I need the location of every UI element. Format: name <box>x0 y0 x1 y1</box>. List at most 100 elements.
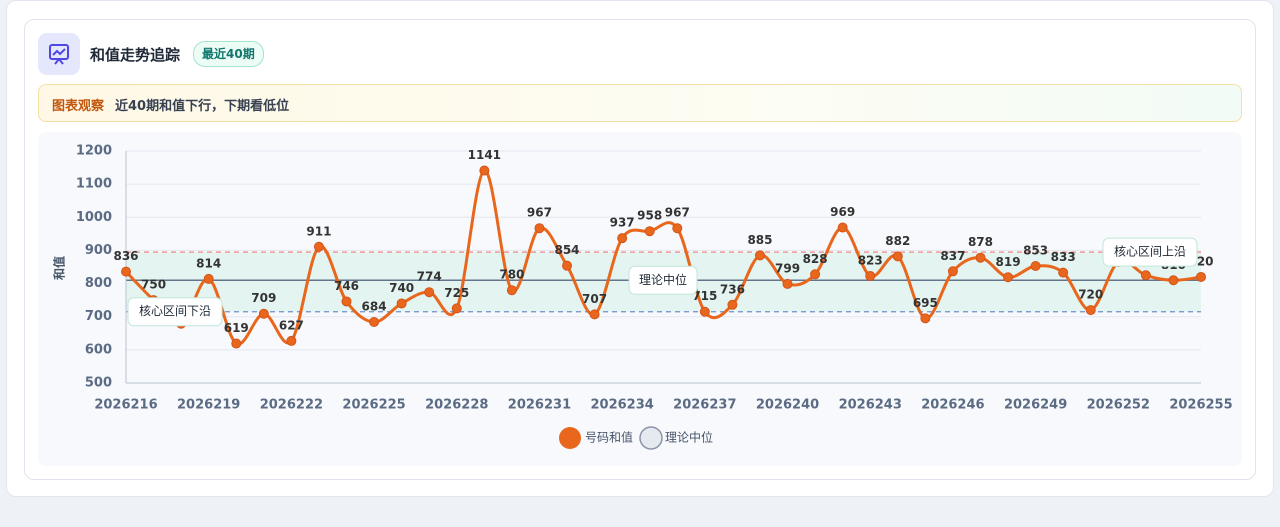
data-label: 750 <box>141 278 166 292</box>
data-point <box>313 241 324 252</box>
y-tick-label: 500 <box>85 376 112 391</box>
x-tick-label: 2026237 <box>673 398 736 413</box>
data-label: 854 <box>554 243 579 257</box>
data-point <box>727 299 738 310</box>
data-label: 833 <box>1051 250 1076 264</box>
data-point <box>369 317 380 328</box>
data-label: 746 <box>334 279 359 293</box>
x-tick-label: 2026243 <box>839 398 902 413</box>
data-label: 958 <box>637 209 662 223</box>
data-label: 911 <box>306 224 331 238</box>
data-point <box>1168 275 1179 286</box>
x-tick-label: 2026216 <box>94 398 157 413</box>
x-tick-label: 2026246 <box>921 398 984 413</box>
data-label: 695 <box>913 296 938 310</box>
data-point <box>617 233 628 244</box>
x-tick-label: 2026252 <box>1087 398 1150 413</box>
y-tick-label: 800 <box>85 276 112 291</box>
data-point <box>810 269 821 280</box>
insight-text: 近40期和值下行，下期看低位 <box>115 99 290 114</box>
data-point <box>837 222 848 233</box>
data-point <box>672 223 683 234</box>
y-tick-label: 600 <box>85 342 112 357</box>
data-label: 715 <box>692 289 717 303</box>
y-tick-label: 700 <box>85 309 112 324</box>
x-tick-label: 2026222 <box>260 398 323 413</box>
data-label: 709 <box>251 291 276 305</box>
reference-label: 理论中位 <box>639 272 687 287</box>
data-label: 814 <box>196 256 221 270</box>
x-tick-label: 2026219 <box>177 398 240 413</box>
data-point <box>1030 261 1041 272</box>
data-label: 836 <box>113 249 138 263</box>
data-point <box>451 303 462 314</box>
data-point <box>231 338 242 349</box>
data-label: 823 <box>858 253 883 267</box>
data-point <box>424 287 435 298</box>
data-point <box>644 226 655 237</box>
data-label: 878 <box>968 235 993 249</box>
data-point <box>258 308 269 319</box>
data-point <box>506 285 517 296</box>
data-point <box>121 266 131 277</box>
data-point <box>699 306 710 317</box>
data-label: 707 <box>582 292 607 306</box>
x-tick-label: 2026225 <box>342 398 405 413</box>
legend-swatch <box>559 427 581 449</box>
reference-tag <box>127 297 223 327</box>
data-label: 1141 <box>468 148 501 162</box>
reference-label: 核心区间下沿 <box>139 304 211 318</box>
data-label: 828 <box>803 252 828 266</box>
data-point <box>1196 271 1206 282</box>
data-point <box>1085 305 1096 316</box>
data-point <box>920 313 931 324</box>
x-tick-label: 2026228 <box>425 398 488 413</box>
x-tick-label: 2026234 <box>590 398 653 413</box>
insight-bar: 图表观察 近40期和值下行，下期看低位 <box>38 84 1242 122</box>
y-tick-label: 1100 <box>76 177 112 192</box>
data-point <box>341 296 352 307</box>
period-badge: 最近40期 <box>193 41 264 67</box>
data-label: 853 <box>1023 244 1048 258</box>
data-label: 720 <box>1078 288 1103 302</box>
data-point <box>1058 267 1069 278</box>
data-label: 736 <box>720 282 745 296</box>
data-point <box>534 223 545 234</box>
x-tick-label: 2026231 <box>508 398 571 413</box>
data-point <box>754 250 765 261</box>
data-label: 882 <box>885 234 910 248</box>
card-title: 和值走势追踪 <box>90 46 181 64</box>
data-label: 967 <box>665 206 690 220</box>
data-point <box>286 335 297 346</box>
data-label: 740 <box>389 281 414 295</box>
data-label: 969 <box>830 205 855 219</box>
data-point <box>1003 272 1014 283</box>
data-point <box>865 270 876 281</box>
data-label: 799 <box>775 261 800 275</box>
legend-swatch <box>639 426 663 450</box>
x-tick-label: 2026240 <box>756 398 819 413</box>
reference-tag <box>1102 237 1198 267</box>
data-point <box>396 298 407 309</box>
data-label: 937 <box>610 216 635 230</box>
legend-label: 号码和值 <box>585 430 633 445</box>
data-label: 967 <box>527 206 552 220</box>
chart-icon <box>38 33 80 75</box>
data-label: 684 <box>362 300 387 314</box>
data-point <box>203 273 214 284</box>
data-point <box>892 251 903 262</box>
legend-label: 理论中位 <box>665 430 713 445</box>
data-point <box>479 165 490 176</box>
y-axis-label: 和值 <box>52 256 67 281</box>
icon-glyph <box>49 44 69 65</box>
data-point <box>1140 270 1151 281</box>
x-tick-label: 2026255 <box>1169 398 1232 413</box>
data-point <box>947 266 958 277</box>
reference-label: 核心区间上沿 <box>1114 245 1186 259</box>
data-point <box>589 309 600 320</box>
data-label: 780 <box>499 268 524 282</box>
data-label: 627 <box>279 318 304 332</box>
data-point <box>782 278 793 289</box>
